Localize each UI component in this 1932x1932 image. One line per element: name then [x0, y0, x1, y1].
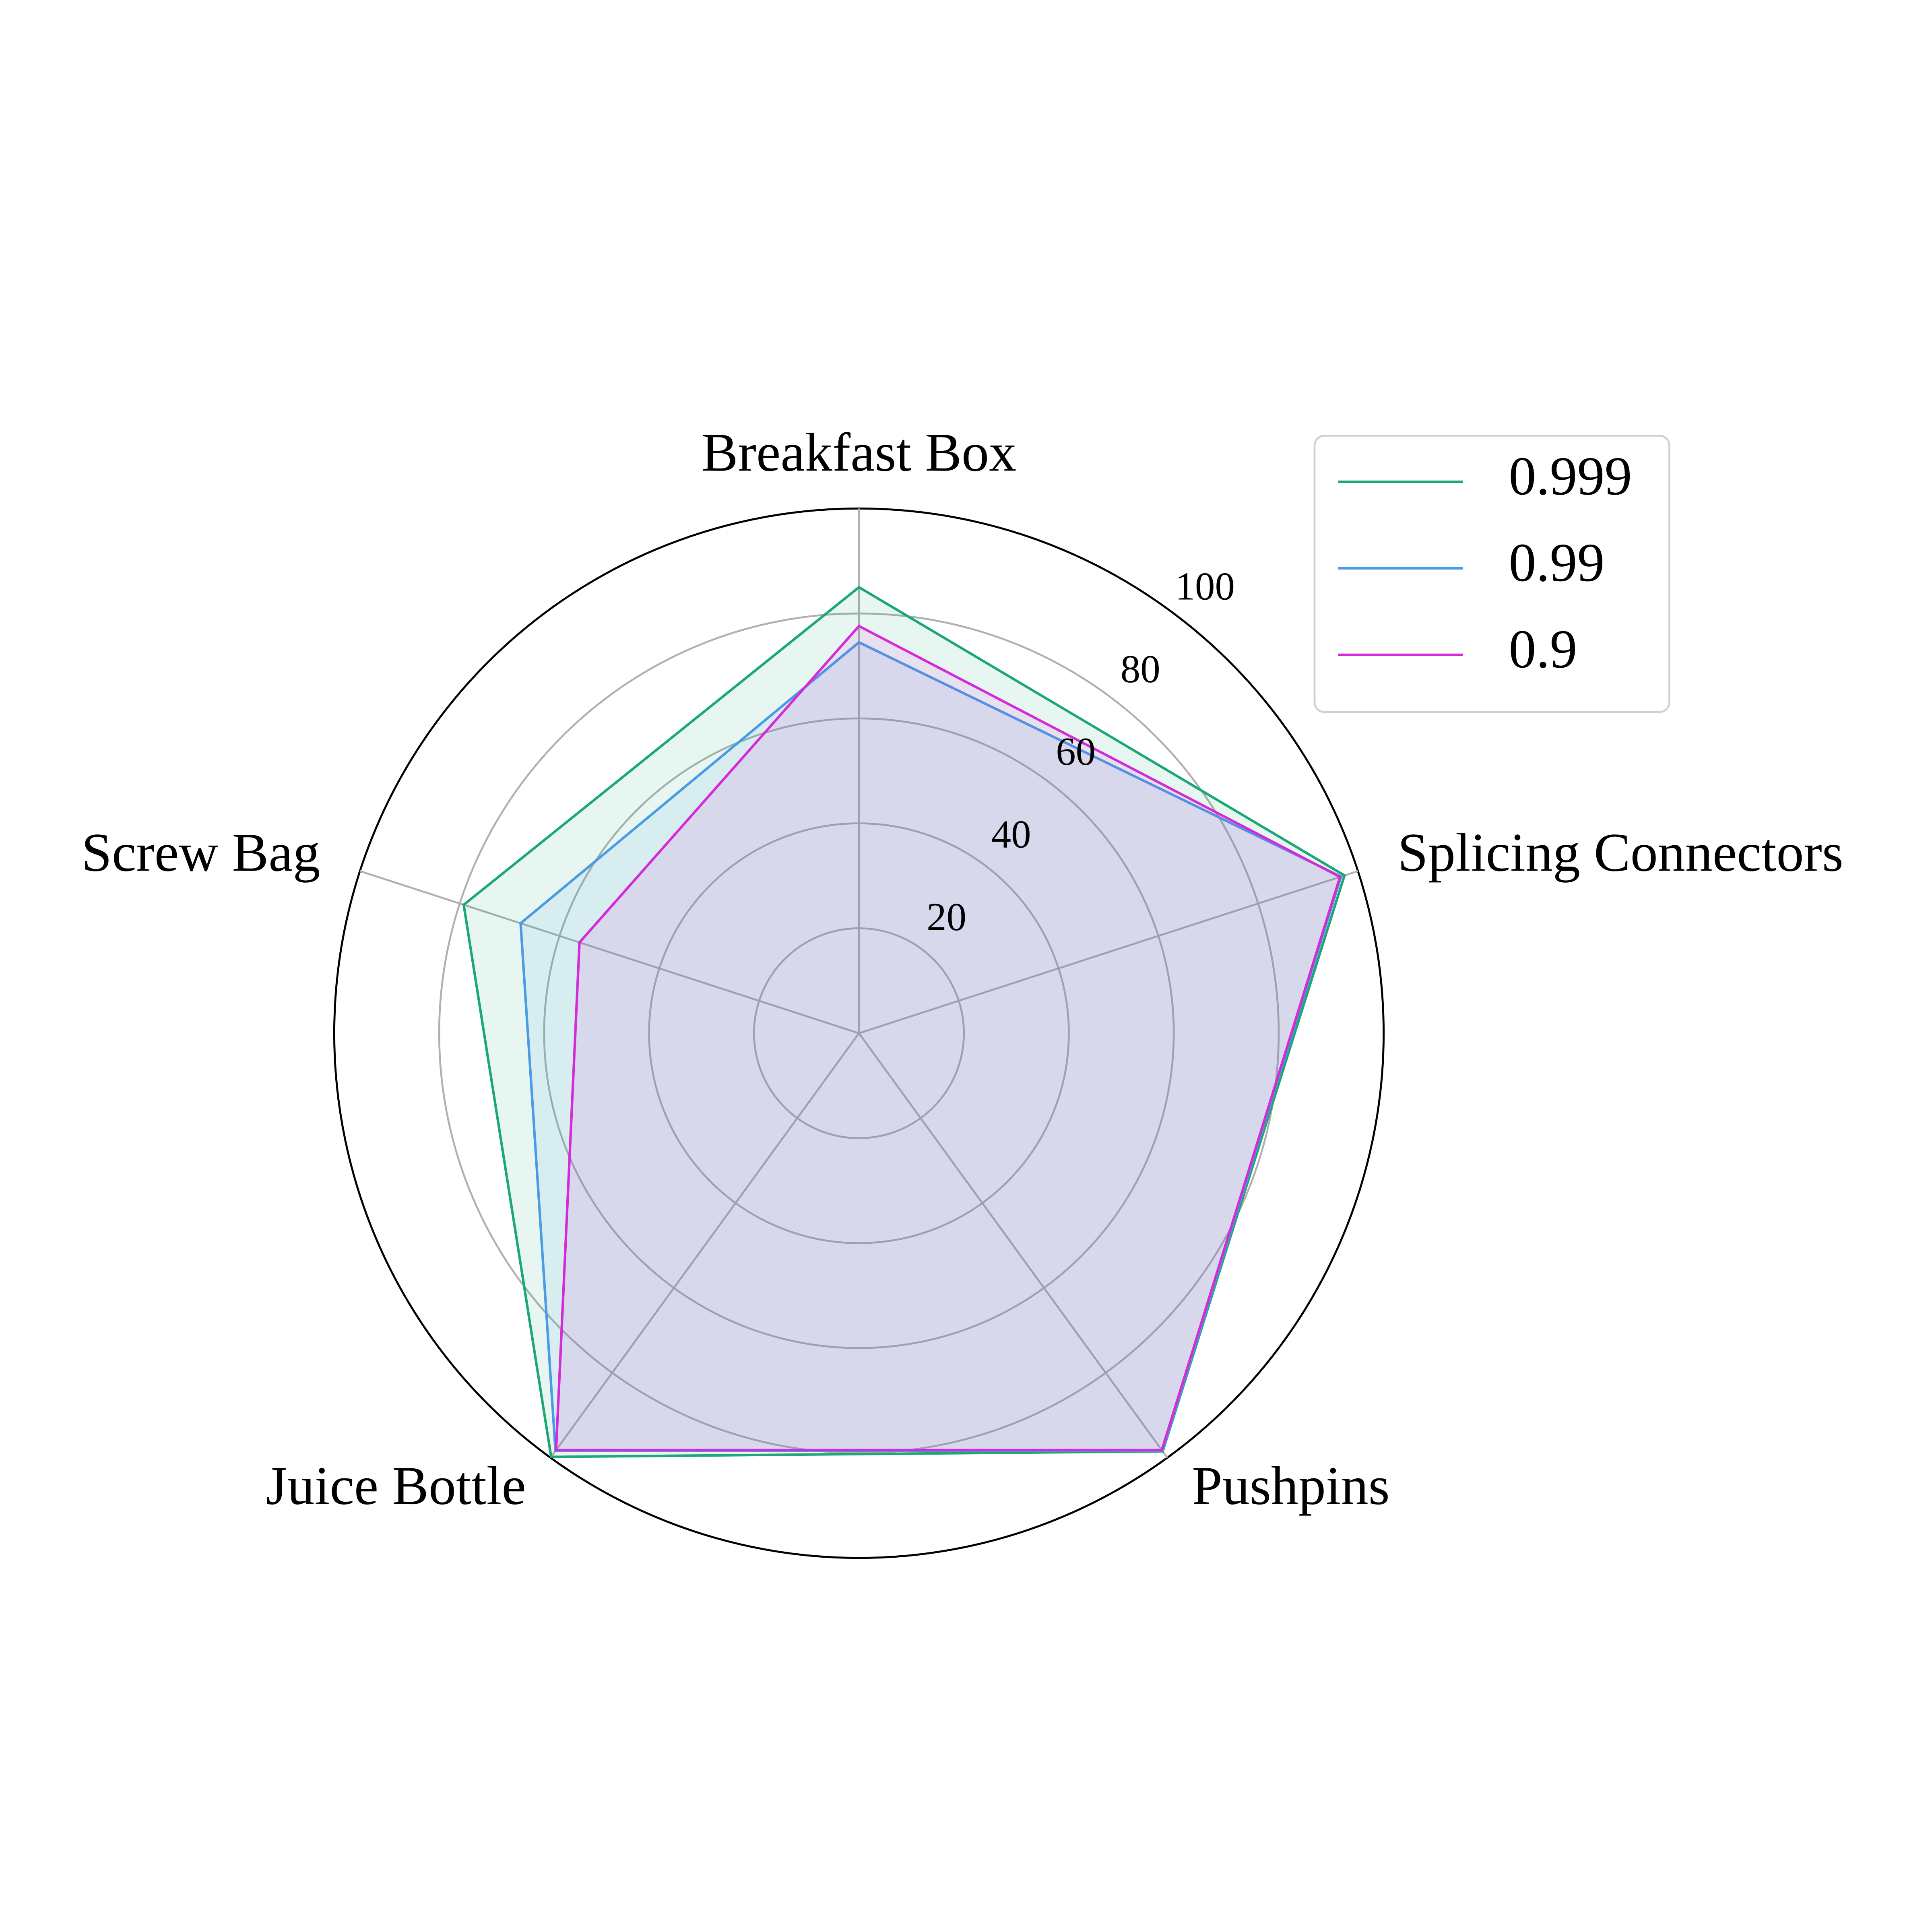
legend-label: 0.9 [1509, 619, 1577, 679]
r-tick-label: 100 [1175, 564, 1235, 608]
legend-label: 0.99 [1509, 533, 1604, 593]
spoke [359, 870, 859, 1034]
spoke [859, 870, 1358, 1034]
legend: 0.999 0.99 0.9 [1313, 435, 1670, 713]
legend-box [1313, 435, 1670, 713]
category-label: Screw Bag [81, 822, 320, 883]
spoke [858, 1032, 1168, 1459]
series-line [462, 586, 1346, 1458]
r-tick-label: 60 [1056, 730, 1096, 774]
series-line [555, 624, 1342, 1451]
series-area [464, 587, 1345, 1457]
series-area [520, 642, 1341, 1451]
r-tick-label: 20 [927, 895, 966, 939]
r-tick-label: 80 [1121, 647, 1160, 691]
legend-label: 0.999 [1509, 446, 1632, 506]
category-label: Juice Bottle [266, 1456, 526, 1516]
spoke [549, 1032, 860, 1459]
category-label: Breakfast Box [702, 422, 1016, 483]
category-label: Splicing Connectors [1397, 822, 1843, 883]
r-tick-label: 40 [991, 813, 1031, 857]
series-area [556, 626, 1340, 1450]
category-label: Pushpins [1192, 1456, 1390, 1516]
